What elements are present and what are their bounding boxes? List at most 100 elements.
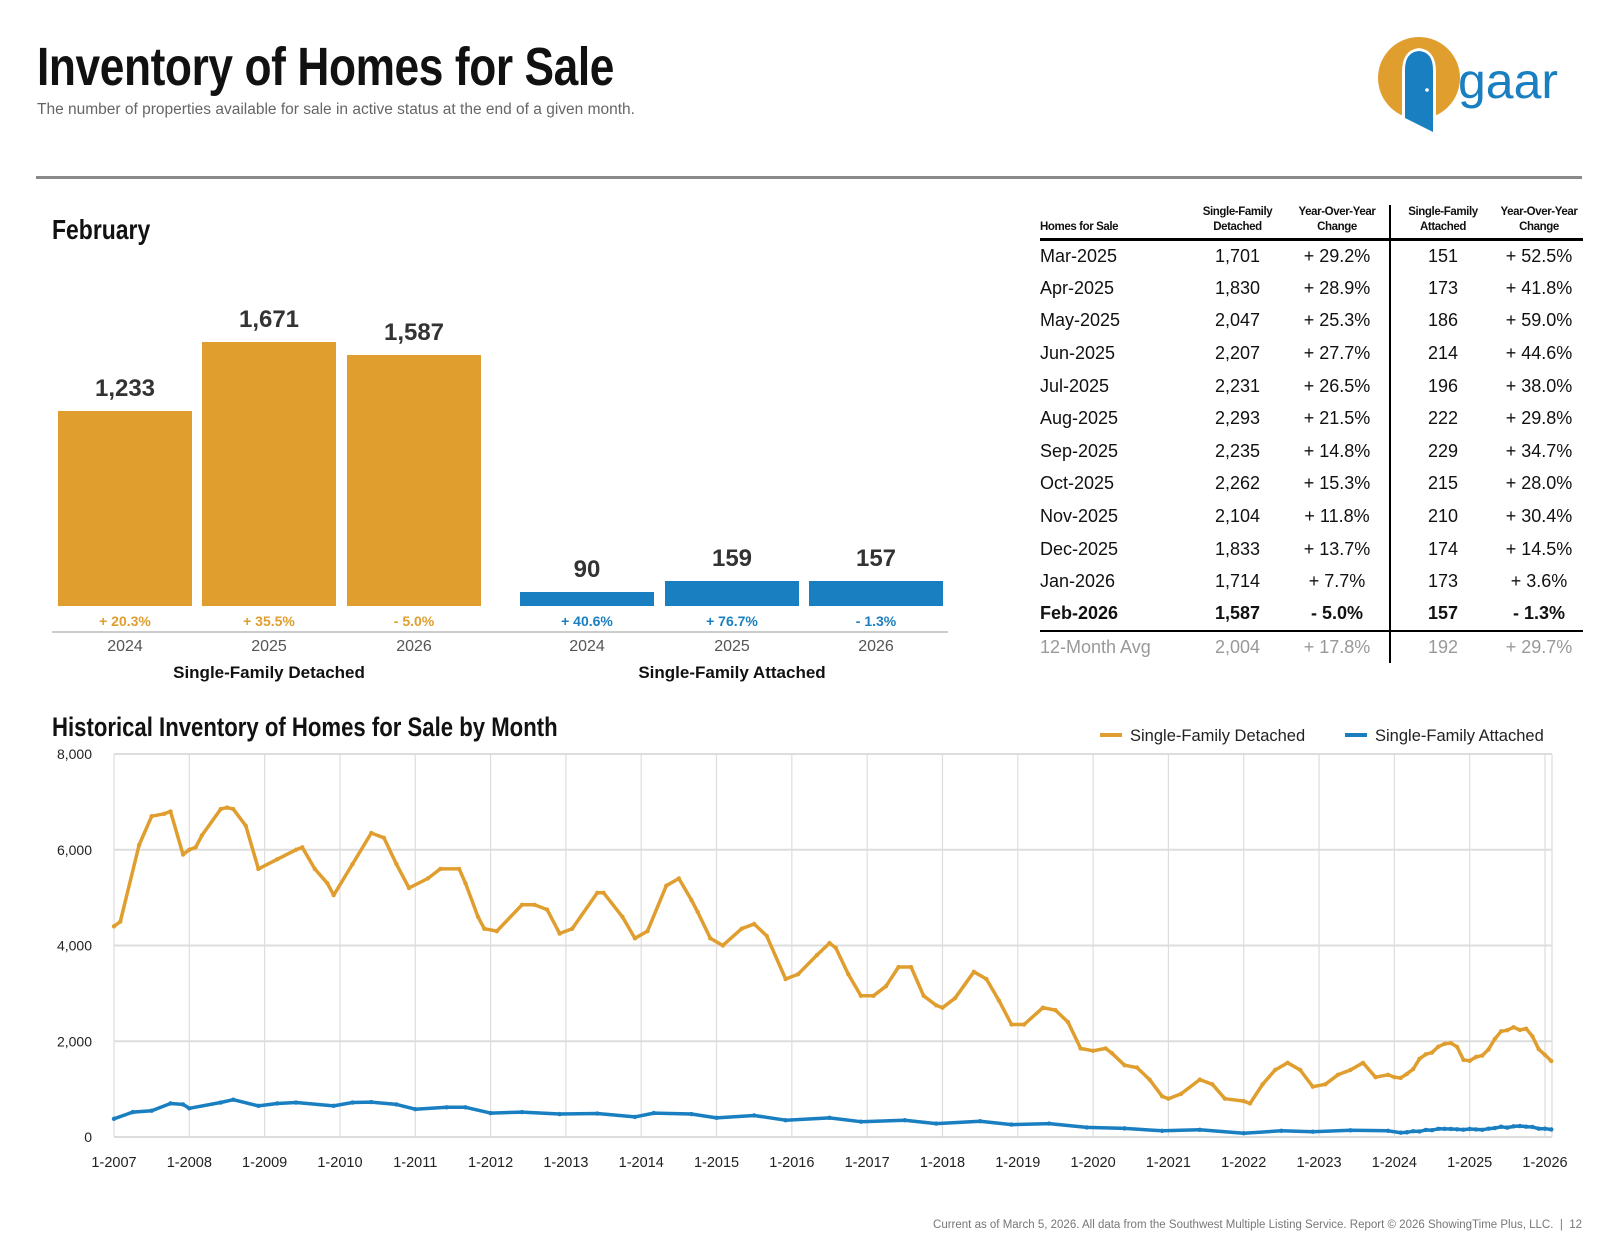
x-tick-label: 1-2011 [393,1155,437,1171]
month-cell: Mar-2025 [1040,246,1118,267]
detached-cell: 2,004 [1214,636,1261,657]
bar-value-label: 157 [855,545,897,573]
data-point [1348,1128,1353,1133]
data-point [243,823,249,829]
data-point [1040,1005,1046,1010]
data-point [274,857,280,862]
data-point [1078,1046,1083,1051]
table-row: Aug-2025 2,293 + 21.5% 222 + 29.8% [1040,402,1583,436]
data-point [984,976,989,982]
data-point [1241,1098,1246,1104]
data-point [601,890,606,896]
month-cell: Feb-2026 [1040,598,1190,632]
data-point [1473,1054,1479,1060]
data-point [676,876,682,881]
data-point [783,1118,788,1123]
column-header: Year-Over-Year Change [1495,205,1583,241]
detached-cell: 1,587 [1190,598,1285,632]
data-point [1159,1128,1165,1133]
attached-yoy-cell: + 29.8% [1505,408,1573,429]
year-label: 2026 [396,638,432,655]
data-point [369,830,374,836]
data-point [532,902,537,908]
monthly-inventory-table: Homes for Sale Single-Family Detached Year… [1040,205,1583,664]
logo-text: gaar [1458,53,1558,109]
data-point [1417,1056,1422,1061]
data-point [413,1107,418,1112]
detached-cell: 2,104 [1214,506,1261,527]
y-tick-label: 8,000 [57,746,92,762]
data-point [933,1003,939,1008]
data-point [827,1115,832,1121]
data-point [1285,1060,1290,1065]
attached-cell: 173 [1427,277,1459,298]
data-point [1335,1072,1341,1077]
legend-label: Single-Family Detached [1130,727,1305,745]
data-point [689,897,694,903]
data-point [1009,1022,1014,1027]
data-point [519,1109,525,1115]
data-point [708,936,713,941]
data-point [557,931,562,936]
data-point [1436,1126,1441,1132]
data-point [871,993,876,998]
data-point [1505,1027,1510,1033]
data-point [1392,1074,1397,1080]
data-point [689,1111,694,1117]
table-row: Jan-2026 1,714 + 7.7% 173 + 3.6% [1040,565,1583,599]
x-tick-label: 1-2008 [167,1155,212,1171]
detached-yoy-cell: + 15.3% [1285,467,1391,501]
data-point [1166,1096,1171,1101]
data-point [1090,1048,1096,1054]
data-point [1511,1124,1516,1129]
attached-yoy-cell: - 1.3% [1495,598,1583,632]
x-tick-label: 1-2007 [91,1155,136,1171]
data-point [751,921,757,927]
y-tick-label: 2,000 [57,1033,92,1049]
data-point [1053,1007,1058,1013]
data-point [1103,1046,1108,1051]
data-point [1197,1077,1203,1082]
attached-yoy-cell: + 52.5% [1505,246,1573,267]
detached-cell: 2,047 [1214,310,1261,331]
x-tick-label: 1-2018 [920,1155,965,1171]
data-point [1536,1126,1541,1131]
attached-yoy-cell: + 44.6% [1505,343,1573,364]
data-point [1486,1047,1491,1052]
data-point [1517,1123,1523,1129]
data-point [1046,1121,1052,1126]
data-point [1492,1125,1497,1131]
data-point [1448,1126,1454,1132]
table-row: Mar-2025 1,701 + 29.2% 151 + 52.5% [1040,239,1583,273]
data-point [1385,1128,1391,1133]
attached-yoy-cell: + 3.6% [1510,571,1568,592]
data-point [1461,1127,1466,1132]
data-point [463,1105,468,1110]
attached-cell: 186 [1427,310,1459,331]
attached-yoy-cell: + 38.0% [1505,375,1573,396]
month-cell: Jun-2025 [1040,343,1116,364]
x-tick-label: 1-2024 [1372,1155,1417,1171]
data-point [350,1100,355,1105]
data-point [193,845,198,850]
data-point [1134,1065,1140,1070]
data-point [1442,1041,1447,1046]
data-point [595,1111,600,1116]
data-point [274,1101,280,1106]
data-point [1222,1096,1228,1101]
data-point [149,814,154,819]
data-point [1423,1052,1428,1057]
detached-yoy-cell: + 21.5% [1285,402,1391,436]
data-point [1536,1047,1541,1052]
data-point [1454,1127,1460,1132]
data-point [168,1101,173,1106]
attached-cell: 210 [1427,506,1459,527]
historical-line-chart: 0 2,000 4,000 6,000 8,000 1-2007 1-2008 1-2009 1… [57,727,1568,1171]
data-point [1398,1130,1403,1135]
year-label: 2024 [569,638,605,655]
detached-yoy-cell: + 26.5% [1285,369,1391,403]
x-tick-label: 1-2025 [1447,1155,1492,1171]
data-point [293,1100,299,1105]
data-point [224,805,230,810]
data-point [739,926,744,931]
